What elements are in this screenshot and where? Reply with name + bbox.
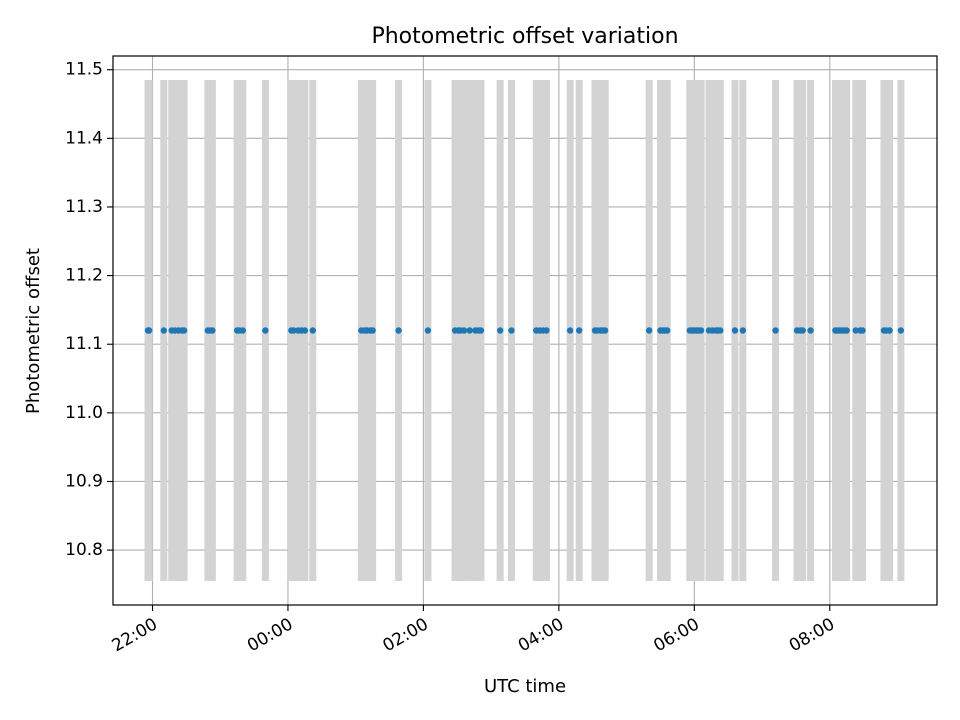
plot-frame	[112, 55, 938, 606]
data-point	[731, 327, 739, 334]
data-point	[460, 327, 468, 334]
y-tick-label: 11.5	[65, 60, 103, 80]
data-point	[209, 327, 216, 334]
data-point	[424, 327, 432, 334]
data-point	[664, 327, 671, 334]
x-tick-label: 00:00	[244, 614, 296, 656]
data-point	[697, 327, 705, 334]
data-point	[309, 327, 316, 334]
y-axis-label: Photometric offset	[23, 248, 44, 414]
data-point	[477, 327, 485, 334]
data-point	[301, 327, 309, 334]
data-point	[508, 327, 515, 334]
y-tick-label: 10.9	[65, 471, 103, 491]
data-point	[739, 327, 747, 334]
x-tick-label: 08:00	[786, 614, 838, 656]
chart-title: Photometric offset variation	[371, 24, 678, 49]
x-tick-label: 22:00	[109, 614, 161, 656]
data-point	[466, 327, 473, 334]
data-point	[772, 327, 779, 334]
x-tick-label: 02:00	[379, 614, 431, 656]
data-point	[859, 327, 866, 334]
y-tick-label: 10.8	[65, 540, 103, 560]
data-point	[395, 327, 402, 334]
data-point	[496, 327, 504, 334]
y-axis-ticks: 10.8 10.9 11.0 11.1 11.2 11.3 11.4 11.5	[65, 60, 113, 560]
data-point	[852, 327, 859, 334]
x-axis-label: UTC time	[484, 676, 566, 697]
data-point	[262, 327, 269, 334]
data-point	[180, 327, 188, 334]
data-point	[160, 327, 167, 334]
x-tick-label: 04:00	[515, 614, 567, 656]
data-point	[239, 327, 247, 334]
data-points	[144, 327, 905, 334]
data-point	[645, 327, 653, 334]
y-tick-label: 11.0	[65, 403, 103, 423]
data-point	[566, 327, 574, 334]
data-point	[886, 327, 893, 334]
x-axis-ticks: 22:00 00:00 02:00 04:00 06:00 08:00	[109, 605, 838, 656]
x-tick-label: 06:00	[650, 614, 702, 656]
data-point	[290, 327, 297, 334]
data-point	[799, 327, 806, 334]
y-tick-label: 11.2	[65, 266, 103, 286]
data-point	[807, 327, 814, 334]
y-tick-label: 11.4	[65, 128, 103, 148]
data-point	[145, 327, 153, 334]
y-tick-label: 11.1	[65, 334, 103, 354]
data-point	[843, 327, 850, 334]
data-point	[897, 327, 905, 334]
data-point	[543, 327, 550, 334]
y-tick-label: 11.3	[65, 197, 103, 217]
data-point	[601, 327, 609, 334]
data-point	[575, 327, 583, 334]
data-point	[717, 327, 724, 334]
data-point	[369, 327, 376, 334]
